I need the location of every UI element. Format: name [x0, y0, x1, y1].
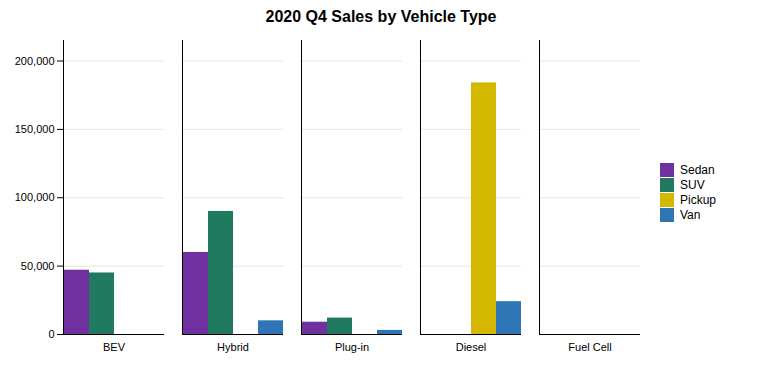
- svg-text:50,000: 50,000: [21, 260, 55, 272]
- html-text:SUV: SUV: [680, 178, 705, 192]
- svg-text:Fuel Cell: Fuel Cell: [568, 341, 611, 353]
- svg-text:200,000: 200,000: [15, 55, 55, 67]
- html-text:Pickup: Pickup: [680, 193, 716, 207]
- svg-text:Hybrid: Hybrid: [217, 341, 249, 353]
- html-text:Van: Van: [680, 208, 701, 222]
- svg-text:150,000: 150,000: [15, 123, 55, 135]
- html-text:Sedan: Sedan: [680, 163, 715, 177]
- html-text:2020 Q4 Sales by Vehicle Type: 2020 Q4 Sales by Vehicle Type: [265, 8, 497, 25]
- svg-text:Diesel: Diesel: [456, 341, 487, 353]
- svg-text:0: 0: [48, 328, 54, 340]
- svg-text:100,000: 100,000: [15, 191, 55, 203]
- svg-text:BEV: BEV: [103, 341, 126, 353]
- svg-text:Plug-in: Plug-in: [335, 341, 369, 353]
